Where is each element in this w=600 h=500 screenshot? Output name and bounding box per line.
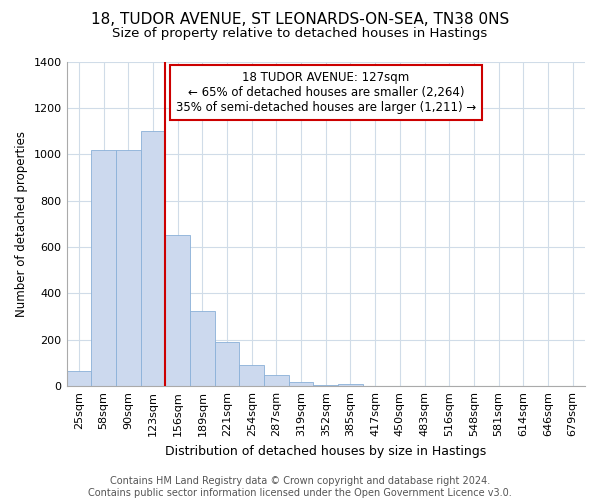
Bar <box>289 382 313 386</box>
Bar <box>338 384 363 386</box>
Bar <box>190 311 215 386</box>
Text: 18 TUDOR AVENUE: 127sqm
← 65% of detached houses are smaller (2,264)
35% of semi: 18 TUDOR AVENUE: 127sqm ← 65% of detache… <box>176 71 476 114</box>
Bar <box>165 236 190 386</box>
Bar <box>91 150 116 386</box>
Text: 18, TUDOR AVENUE, ST LEONARDS-ON-SEA, TN38 0NS: 18, TUDOR AVENUE, ST LEONARDS-ON-SEA, TN… <box>91 12 509 28</box>
Bar <box>239 366 264 386</box>
Bar <box>313 385 338 386</box>
Text: Contains HM Land Registry data © Crown copyright and database right 2024.
Contai: Contains HM Land Registry data © Crown c… <box>88 476 512 498</box>
Y-axis label: Number of detached properties: Number of detached properties <box>15 131 28 317</box>
Bar <box>140 131 165 386</box>
X-axis label: Distribution of detached houses by size in Hastings: Distribution of detached houses by size … <box>165 444 487 458</box>
Text: Size of property relative to detached houses in Hastings: Size of property relative to detached ho… <box>112 28 488 40</box>
Bar <box>67 371 91 386</box>
Bar <box>215 342 239 386</box>
Bar <box>116 150 140 386</box>
Bar <box>264 374 289 386</box>
